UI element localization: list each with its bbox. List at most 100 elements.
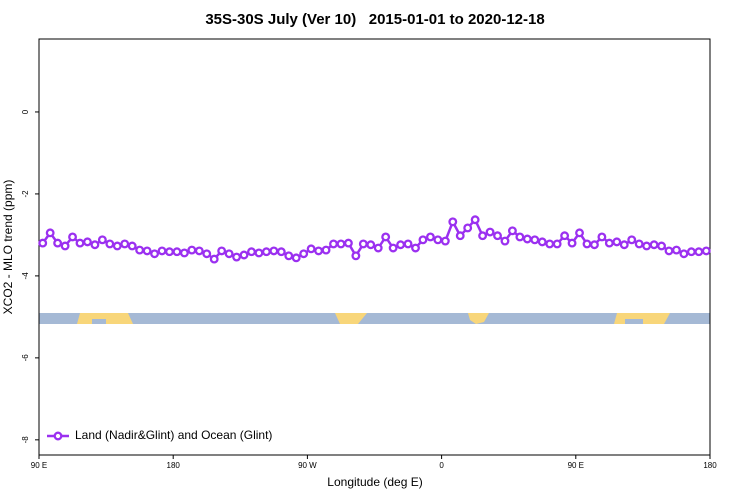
data-point: [657, 241, 666, 251]
data-point: [433, 235, 443, 245]
data-point: [209, 254, 219, 264]
data-point: [261, 247, 271, 257]
x-axis-label: Longitude (deg E): [327, 475, 422, 489]
x-tick-label: 90 E: [31, 461, 47, 470]
data-point: [575, 228, 584, 238]
data-point: [388, 243, 398, 253]
data-point: [90, 240, 100, 250]
plot-frame: [38, 38, 711, 456]
data-point: [679, 249, 689, 259]
x-tick-label: 90 W: [298, 461, 317, 470]
data-point: [612, 237, 622, 247]
data-point: [314, 246, 324, 256]
chart-title: 35S-30S July (Ver 10) 2015-01-01 to 2020…: [205, 11, 544, 28]
data-point: [552, 239, 562, 249]
data-point: [165, 247, 174, 257]
data-point: [567, 238, 577, 248]
data-point: [440, 236, 450, 246]
data-point: [627, 235, 637, 245]
y-axis-label: XCO2 - MLO trend (ppm): [1, 180, 15, 315]
y-tick-label: 0: [21, 109, 30, 114]
data-point: [38, 238, 48, 248]
data-point: [157, 246, 167, 256]
data-point: [336, 239, 346, 249]
data-point: [284, 251, 294, 261]
data-point: [351, 251, 361, 261]
data-point: [135, 245, 145, 255]
data-point: [701, 246, 711, 256]
data-point: [105, 239, 115, 249]
data-point: [329, 239, 338, 249]
data-point: [299, 249, 309, 259]
data-point: [493, 231, 502, 241]
data-point: [478, 231, 488, 241]
data-point: [448, 217, 458, 227]
data-point: [187, 245, 197, 255]
y-tick-label: -8: [21, 436, 30, 444]
data-point: [172, 247, 182, 257]
data-point: [597, 232, 607, 242]
data-point: [686, 247, 696, 257]
data-point: [604, 238, 614, 248]
y-tick-label: -4: [21, 272, 30, 280]
data-point: [507, 226, 517, 236]
x-tick-label: 180: [703, 461, 717, 470]
data-point: [112, 241, 122, 251]
data-point: [150, 249, 160, 259]
x-tick-label: 0: [439, 461, 444, 470]
data-point: [254, 248, 264, 258]
data-point: [60, 241, 70, 251]
data-point: [343, 238, 353, 248]
legend-label: Land (Nadir&Glint) and Ocean (Glint): [75, 428, 272, 442]
data-point: [179, 248, 189, 258]
data-point: [418, 235, 428, 245]
data-point: [589, 240, 599, 250]
data-point: [381, 232, 391, 242]
y-tick-label: -2: [21, 190, 30, 198]
data-point: [396, 240, 406, 250]
data-point: [373, 243, 383, 253]
data-point: [694, 247, 704, 257]
y-tick-label: -6: [21, 354, 30, 362]
data-point: [239, 250, 249, 260]
data-point: [269, 246, 279, 256]
data-point: [306, 244, 316, 254]
data-point: [500, 236, 510, 246]
data-point: [83, 237, 92, 247]
data-point: [664, 246, 674, 256]
data-point: [545, 239, 555, 249]
data-point: [194, 246, 204, 256]
data-point: [634, 239, 644, 249]
data-point: [68, 232, 77, 242]
data-point: [642, 241, 652, 251]
legend-marker: [53, 431, 63, 441]
data-point: [53, 238, 63, 248]
data-point: [202, 249, 212, 259]
data-point: [515, 232, 525, 242]
data-point: [127, 241, 137, 251]
data-point: [224, 249, 234, 259]
data-point: [142, 246, 152, 256]
data-point: [291, 253, 301, 263]
data-point: [672, 245, 681, 255]
data-point: [321, 245, 331, 255]
data-point: [560, 231, 570, 241]
x-tick-label: 90 E: [568, 461, 584, 470]
data-point: [75, 238, 85, 248]
data-point: [582, 239, 592, 249]
data-point: [470, 215, 480, 225]
data-point: [217, 246, 227, 256]
data-point: [411, 243, 420, 253]
data-point: [537, 237, 547, 247]
data-point: [455, 231, 465, 241]
data-point: [403, 239, 413, 249]
data-point: [649, 240, 659, 250]
data-point: [232, 252, 242, 262]
land-ocean-strip: [39, 313, 710, 324]
x-tick-label: 180: [167, 461, 181, 470]
data-point: [530, 235, 540, 245]
data-point: [358, 239, 368, 249]
data-point: [425, 232, 435, 242]
data-point: [45, 228, 55, 238]
